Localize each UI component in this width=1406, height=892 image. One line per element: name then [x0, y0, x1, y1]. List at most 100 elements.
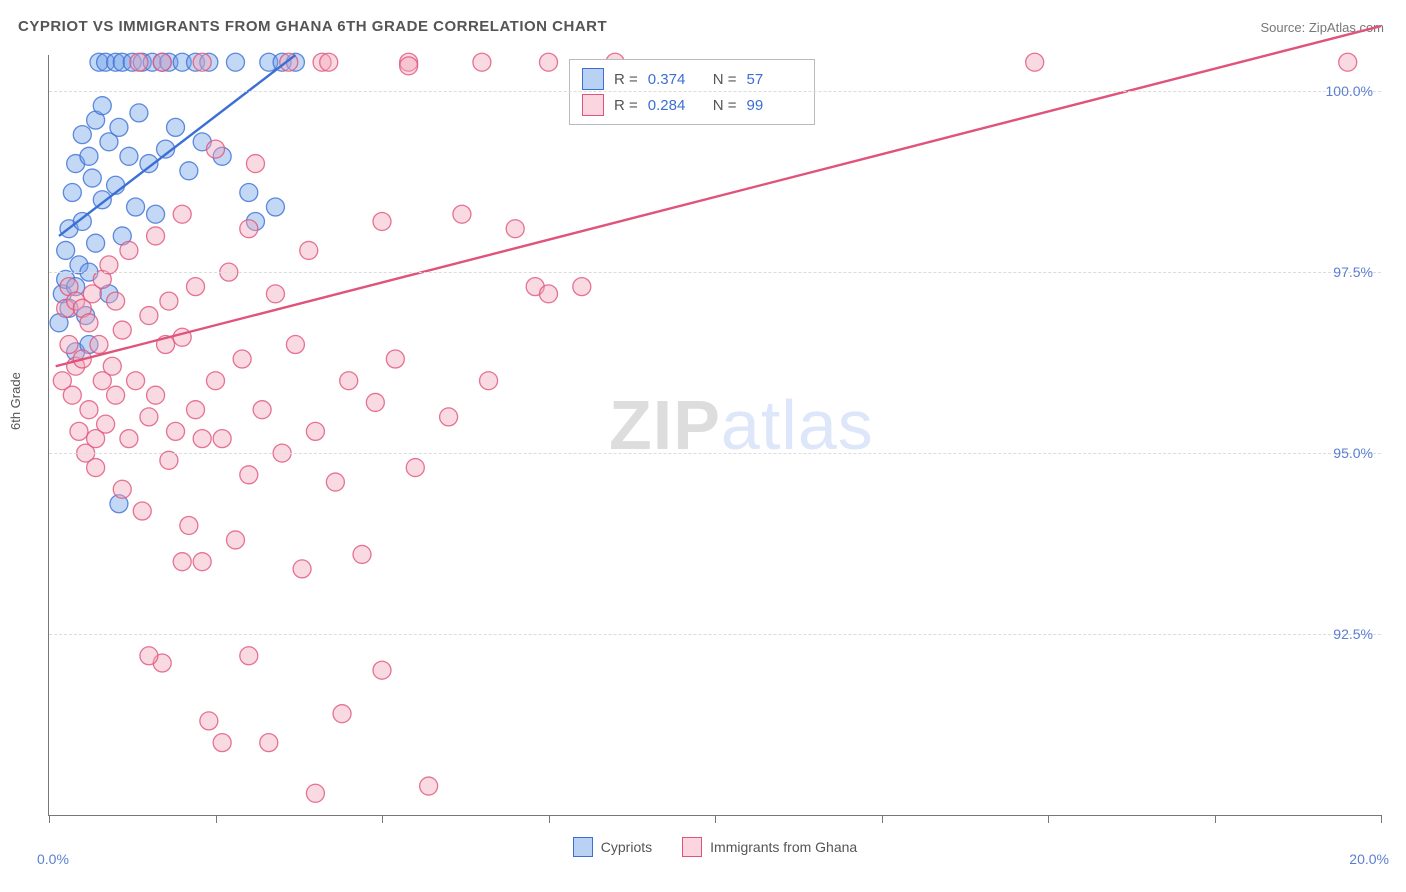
gridline-h [49, 634, 1381, 635]
x-tick [1215, 815, 1216, 823]
data-point [193, 430, 211, 448]
data-point [153, 53, 171, 71]
swatch-ghana [582, 94, 604, 116]
data-point [120, 430, 138, 448]
plot-area: ZIPatlas R = 0.374 N = 57 R = 0.284 N = … [48, 55, 1381, 816]
data-point [326, 473, 344, 491]
data-point [83, 169, 101, 187]
data-point [320, 53, 338, 71]
data-point [147, 205, 165, 223]
data-point [63, 184, 81, 202]
data-point [300, 241, 318, 259]
data-point [140, 408, 158, 426]
y-tick-label: 95.0% [1333, 445, 1373, 461]
legend-row-cypriots: R = 0.374 N = 57 [582, 66, 802, 92]
data-point [226, 531, 244, 549]
data-point [70, 422, 88, 440]
data-point [130, 53, 148, 71]
data-point [107, 292, 125, 310]
data-point [306, 422, 324, 440]
data-point [193, 553, 211, 571]
data-point [167, 422, 185, 440]
data-point [573, 278, 591, 296]
data-point [240, 647, 258, 665]
legend-label-cypriots: Cypriots [601, 839, 652, 855]
data-point [473, 53, 491, 71]
data-point [1339, 53, 1357, 71]
legend-item-ghana: Immigrants from Ghana [682, 837, 857, 857]
data-point [97, 415, 115, 433]
data-point [213, 734, 231, 752]
data-point [147, 386, 165, 404]
n-label: N = [713, 97, 737, 114]
data-point [187, 401, 205, 419]
data-point [240, 466, 258, 484]
x-tick [49, 815, 50, 823]
data-point [127, 198, 145, 216]
data-point [120, 241, 138, 259]
data-point [240, 184, 258, 202]
data-point [240, 220, 258, 238]
data-point [93, 191, 111, 209]
data-point [140, 307, 158, 325]
data-point [140, 647, 158, 665]
data-point [57, 241, 75, 259]
chart-title: CYPRIOT VS IMMIGRANTS FROM GHANA 6TH GRA… [18, 18, 607, 35]
data-point [260, 734, 278, 752]
x-tick [1381, 815, 1382, 823]
y-axis-label: 6th Grade [8, 372, 23, 430]
data-point [173, 553, 191, 571]
data-point [120, 147, 138, 165]
swatch-ghana [682, 837, 702, 857]
data-point [373, 661, 391, 679]
data-point [213, 430, 231, 448]
gridline-h [49, 91, 1381, 92]
data-point [103, 357, 121, 375]
data-point [266, 198, 284, 216]
gridline-h [49, 272, 1381, 273]
x-tick-max: 20.0% [1349, 851, 1389, 867]
n-value-cypriots: 57 [747, 71, 802, 88]
data-point [60, 336, 78, 354]
data-point [87, 459, 105, 477]
y-tick-label: 100.0% [1326, 83, 1373, 99]
swatch-cypriots [582, 68, 604, 90]
n-label: N = [713, 71, 737, 88]
data-point [73, 126, 91, 144]
series-legend: Cypriots Immigrants from Ghana [49, 837, 1381, 857]
data-point [506, 220, 524, 238]
r-value-cypriots: 0.374 [648, 71, 703, 88]
data-point [353, 545, 371, 563]
data-point [406, 459, 424, 477]
x-tick-min: 0.0% [37, 851, 69, 867]
data-point [113, 321, 131, 339]
x-tick [549, 815, 550, 823]
data-point [180, 162, 198, 180]
data-point [540, 285, 558, 303]
data-point [233, 350, 251, 368]
data-point [193, 53, 211, 71]
data-point [340, 372, 358, 390]
data-point [130, 104, 148, 122]
data-point [63, 386, 81, 404]
chart-svg [49, 55, 1381, 815]
data-point [293, 560, 311, 578]
data-point [386, 350, 404, 368]
x-tick [382, 815, 383, 823]
r-label: R = [614, 97, 638, 114]
data-point [187, 278, 205, 296]
data-point [160, 292, 178, 310]
data-point [107, 386, 125, 404]
y-tick-label: 97.5% [1333, 264, 1373, 280]
data-point [366, 393, 384, 411]
data-point [133, 502, 151, 520]
y-tick-label: 92.5% [1333, 626, 1373, 642]
legend-label-ghana: Immigrants from Ghana [710, 839, 857, 855]
swatch-cypriots [573, 837, 593, 857]
data-point [253, 401, 271, 419]
data-point [400, 57, 418, 75]
data-point [207, 372, 225, 390]
data-point [246, 155, 264, 173]
data-point [207, 140, 225, 158]
legend-row-ghana: R = 0.284 N = 99 [582, 92, 802, 118]
